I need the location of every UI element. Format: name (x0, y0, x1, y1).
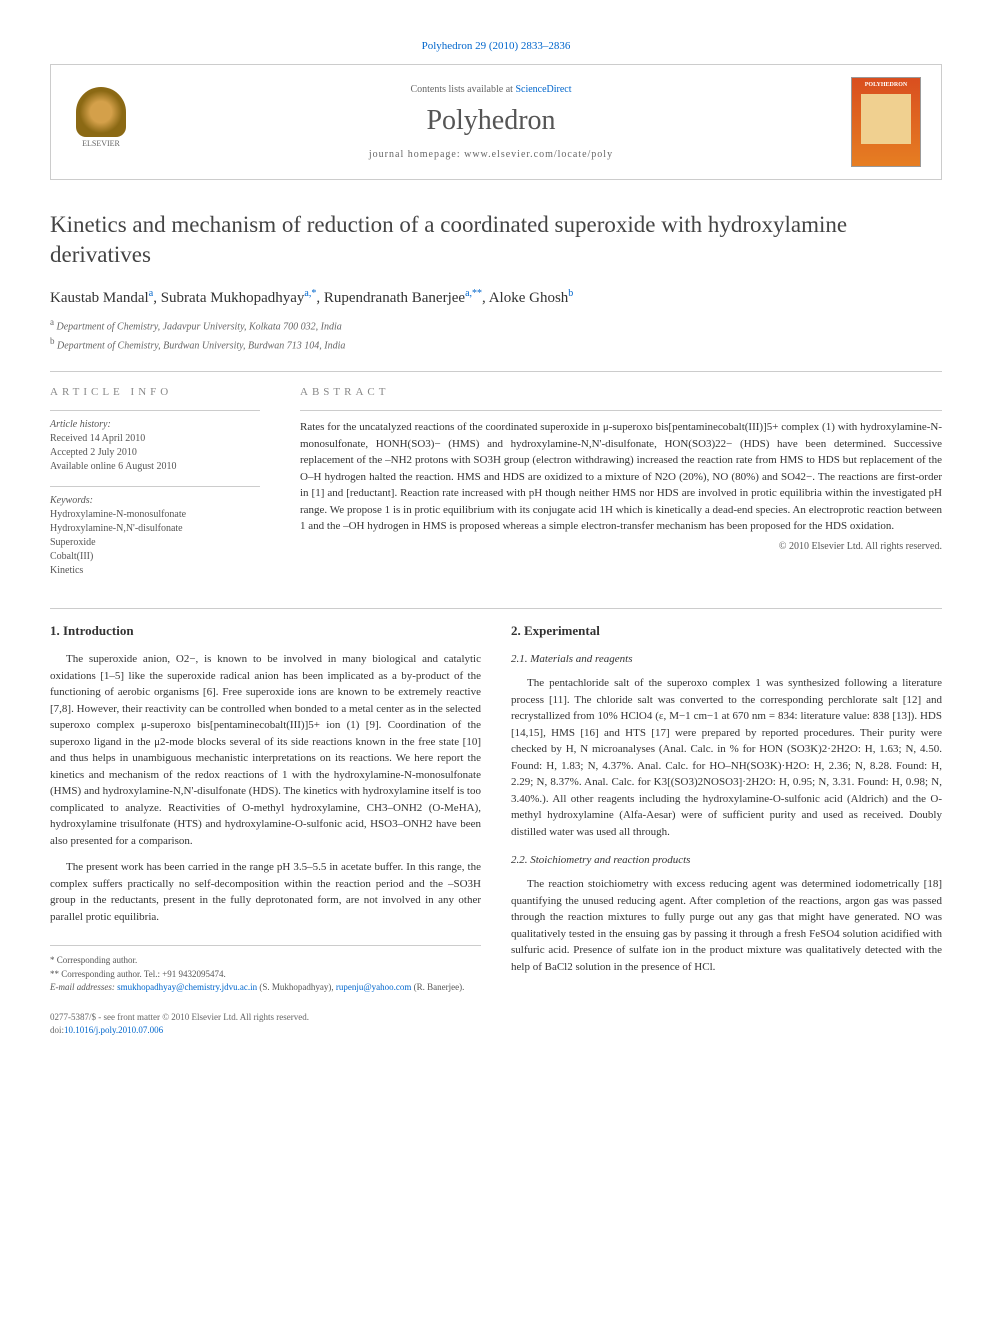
keywords-heading: Keywords: (50, 495, 260, 506)
author-2-affil[interactable]: a,* (304, 288, 316, 299)
affiliation-a: a Department of Chemistry, Jadavpur Univ… (50, 317, 942, 332)
contents-available: Contents lists available at ScienceDirec… (131, 84, 851, 95)
materials-paragraph: The pentachloride salt of the superoxo c… (511, 675, 942, 840)
info-abstract-row: article info Article history: Received 1… (50, 386, 942, 578)
citation-link[interactable]: Polyhedron 29 (2010) 2833–2836 (422, 40, 571, 52)
article-title: Kinetics and mechanism of reduction of a… (50, 210, 942, 270)
intro-heading: 1. Introduction (50, 623, 481, 639)
journal-homepage: journal homepage: www.elsevier.com/locat… (131, 149, 851, 160)
email-link-1[interactable]: smukhopadhyay@chemistry.jdvu.ac.in (117, 982, 257, 992)
abstract-column: abstract Rates for the uncatalyzed react… (300, 386, 942, 578)
corresponding-2: ** Corresponding author. Tel.: +91 94320… (50, 968, 481, 982)
footnotes: * Corresponding author. ** Corresponding… (50, 945, 481, 995)
elsevier-logo: ELSEVIER (71, 87, 131, 157)
issn-line: 0277-5387/$ - see front matter © 2010 El… (50, 1011, 481, 1024)
intro-paragraph-1: The superoxide anion, O2−, is known to b… (50, 651, 481, 849)
header-center: Contents lists available at ScienceDirec… (131, 84, 851, 160)
abstract-label: abstract (300, 386, 942, 398)
doi-line: doi:10.1016/j.poly.2010.07.006 (50, 1024, 481, 1037)
journal-name: Polyhedron (131, 105, 851, 137)
author-4-affil[interactable]: b (568, 288, 573, 299)
stoichiometry-subheading: 2.2. Stoichiometry and reaction products (511, 854, 942, 866)
citation-line: Polyhedron 29 (2010) 2833–2836 (50, 40, 942, 52)
email-line: E-mail addresses: smukhopadhyay@chemistr… (50, 981, 481, 995)
intro-paragraph-2: The present work has been carried in the… (50, 859, 481, 925)
author-2: Subrata Mukhopadhyaya,* (161, 290, 317, 306)
body-columns: 1. Introduction The superoxide anion, O2… (50, 623, 942, 1036)
author-1: Kaustab Mandala (50, 290, 153, 306)
left-column: 1. Introduction The superoxide anion, O2… (50, 623, 481, 1036)
cover-title: POLYHEDRON (865, 82, 907, 88)
elsevier-tree-icon (76, 87, 126, 137)
affiliation-b: b Department of Chemistry, Burdwan Unive… (50, 336, 942, 351)
right-column: 2. Experimental 2.1. Materials and reage… (511, 623, 942, 1036)
contents-prefix: Contents lists available at (410, 84, 515, 95)
doi-link[interactable]: 10.1016/j.poly.2010.07.006 (64, 1025, 163, 1035)
page-footer: 0277-5387/$ - see front matter © 2010 El… (50, 1011, 481, 1036)
article-info-column: article info Article history: Received 1… (50, 386, 260, 578)
experimental-heading: 2. Experimental (511, 623, 942, 639)
corresponding-1: * Corresponding author. (50, 954, 481, 968)
history-heading: Article history: (50, 419, 260, 430)
author-1-affil[interactable]: a (149, 288, 153, 299)
history-text: Received 14 April 2010 Accepted 2 July 2… (50, 432, 260, 474)
stoichiometry-paragraph: The reaction stoichiometry with excess r… (511, 876, 942, 975)
authors-line: Kaustab Mandala, Subrata Mukhopadhyaya,*… (50, 288, 942, 307)
article-info-label: article info (50, 386, 260, 398)
journal-cover: POLYHEDRON (851, 77, 921, 167)
cover-image (861, 94, 911, 144)
elsevier-label: ELSEVIER (82, 139, 120, 148)
abstract-copyright: © 2010 Elsevier Ltd. All rights reserved… (300, 541, 942, 552)
divider (50, 371, 942, 372)
materials-subheading: 2.1. Materials and reagents (511, 653, 942, 665)
author-3: Rupendranath Banerjeea,** (324, 290, 482, 306)
journal-header: ELSEVIER Contents lists available at Sci… (50, 64, 942, 180)
abstract-text: Rates for the uncatalyzed reactions of t… (300, 419, 942, 535)
keywords-text: Hydroxylamine-N-monosulfonate Hydroxylam… (50, 508, 260, 578)
author-4: Aloke Ghoshb (489, 290, 574, 306)
email-link-2[interactable]: rupenju@yahoo.com (336, 982, 412, 992)
sciencedirect-link[interactable]: ScienceDirect (515, 84, 571, 95)
author-3-affil[interactable]: a,** (465, 288, 482, 299)
